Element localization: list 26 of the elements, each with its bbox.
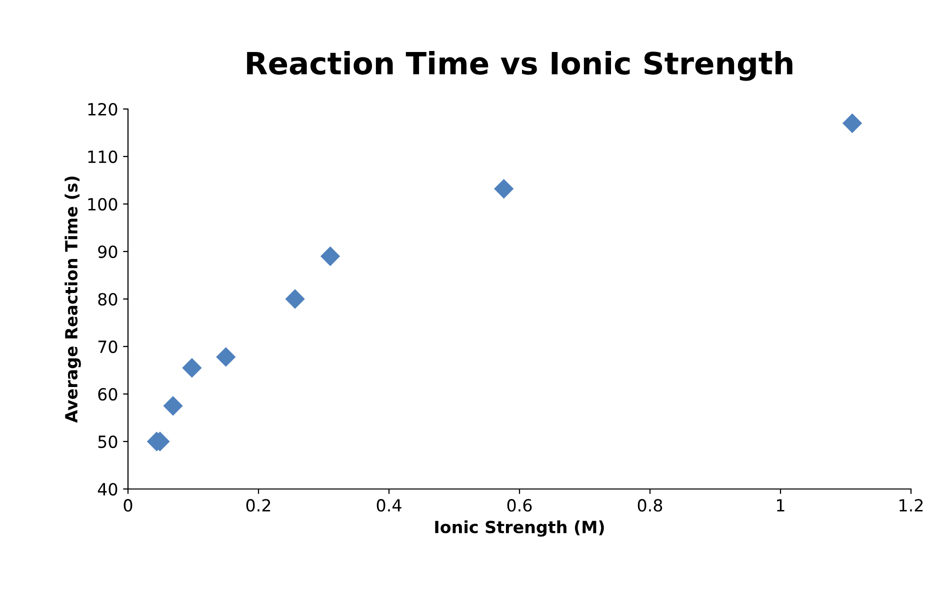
point [842, 114, 862, 133]
point [163, 396, 183, 416]
x-tick-label: 0.6 [507, 499, 532, 512]
x-tick-label: 0.8 [638, 499, 662, 512]
point [494, 179, 514, 198]
x-tick-label: 0 [124, 499, 132, 512]
y-axis-title: Average Reaction Time (s) [64, 176, 81, 423]
point [182, 358, 202, 378]
x-tick-label: 1.2 [900, 499, 923, 512]
y-tick-label: 110 [88, 150, 118, 164]
y-tick-label: 90 [98, 245, 118, 258]
point [216, 347, 236, 366]
point [286, 289, 305, 309]
y-tick-label: 50 [98, 435, 118, 448]
y-tick-label: 70 [98, 340, 118, 354]
y-tick-label: 60 [98, 388, 118, 401]
chart-title: Reaction Time vs Ionic Strength [247, 51, 792, 81]
y-tick-label: 40 [98, 482, 118, 496]
y-tick-label: 80 [98, 292, 118, 306]
x-tick-label: 1 [777, 499, 784, 512]
point [320, 246, 340, 266]
x-axis-title: Ionic Strength (M) [435, 520, 604, 537]
x-tick-label: 0.4 [376, 499, 402, 512]
y-tick-label: 100 [88, 198, 118, 211]
y-tick-label: 120 [88, 102, 118, 116]
x-tick-label: 0.2 [246, 499, 270, 512]
